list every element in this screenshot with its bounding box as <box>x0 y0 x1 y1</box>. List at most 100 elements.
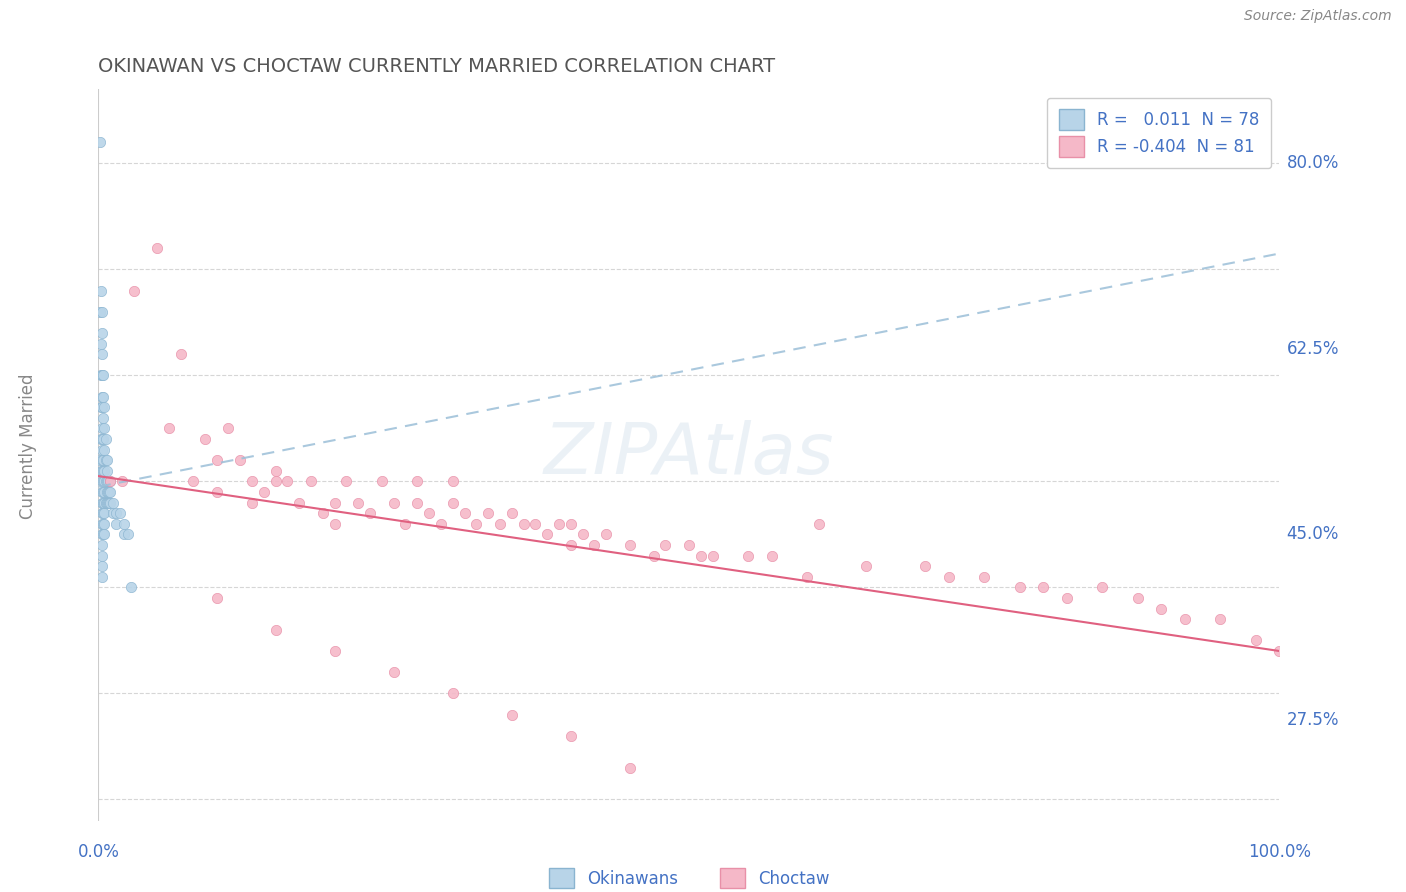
Point <box>194 432 217 446</box>
Point <box>91 485 114 500</box>
Point <box>702 549 724 563</box>
Point <box>93 516 115 531</box>
Point <box>91 516 114 531</box>
Point <box>105 516 128 531</box>
Point <box>643 549 665 563</box>
Point <box>973 570 995 584</box>
Point <box>91 527 114 541</box>
Point <box>90 284 112 298</box>
Point <box>229 453 252 467</box>
Point <box>96 495 118 509</box>
Point <box>93 442 115 457</box>
Point <box>548 516 571 531</box>
Point <box>253 485 276 500</box>
Point <box>382 665 405 680</box>
Point <box>91 453 114 467</box>
Point <box>117 527 139 541</box>
Point <box>91 453 114 467</box>
Text: 0.0%: 0.0% <box>77 843 120 861</box>
Point <box>91 495 114 509</box>
Point <box>441 475 464 489</box>
Point <box>93 421 115 435</box>
Point <box>406 475 429 489</box>
Point <box>91 368 114 383</box>
Point <box>98 485 121 500</box>
Point <box>91 549 114 563</box>
Point <box>323 644 346 658</box>
Point <box>98 495 121 509</box>
Point <box>689 549 711 563</box>
Point <box>181 475 204 489</box>
Point <box>91 538 114 552</box>
Text: ZIPAtlas: ZIPAtlas <box>544 420 834 490</box>
Point <box>441 495 464 509</box>
Point <box>501 707 523 722</box>
Point <box>98 475 121 489</box>
Point <box>121 581 143 595</box>
Point <box>560 516 582 531</box>
Point <box>323 516 346 531</box>
Point <box>146 241 169 255</box>
Point <box>359 506 381 520</box>
Point <box>97 475 120 489</box>
Point <box>112 516 135 531</box>
Point <box>914 559 936 574</box>
Point <box>96 485 118 500</box>
Point <box>91 559 114 574</box>
Point <box>94 475 117 489</box>
Point <box>90 432 112 446</box>
Point <box>1056 591 1078 605</box>
Point <box>1008 581 1031 595</box>
Point <box>91 475 114 489</box>
Legend: Okinawans, Choctaw: Okinawans, Choctaw <box>537 856 841 892</box>
Point <box>761 549 783 563</box>
Point <box>524 516 547 531</box>
Point <box>94 453 117 467</box>
Point <box>205 485 228 500</box>
Point <box>583 538 606 552</box>
Point <box>98 485 121 500</box>
Point <box>96 464 118 478</box>
Point <box>91 570 114 584</box>
Point <box>91 442 114 457</box>
Point <box>595 527 617 541</box>
Point <box>108 506 131 520</box>
Point <box>312 506 335 520</box>
Point <box>91 432 114 446</box>
Point <box>371 475 394 489</box>
Point <box>91 421 114 435</box>
Point <box>512 516 534 531</box>
Text: Currently Married: Currently Married <box>20 373 37 519</box>
Point <box>217 421 239 435</box>
Point <box>90 336 112 351</box>
Text: 100.0%: 100.0% <box>1249 843 1310 861</box>
Point <box>1150 601 1173 615</box>
Text: 27.5%: 27.5% <box>1286 711 1339 729</box>
Point <box>90 464 112 478</box>
Point <box>807 516 830 531</box>
Point <box>288 495 311 509</box>
Point <box>347 495 370 509</box>
Point <box>91 390 114 404</box>
Point <box>394 516 416 531</box>
Point <box>91 390 114 404</box>
Point <box>91 347 114 361</box>
Point <box>91 410 114 425</box>
Point <box>299 475 322 489</box>
Point <box>91 475 114 489</box>
Point <box>93 495 115 509</box>
Point <box>276 475 298 489</box>
Point <box>91 432 114 446</box>
Point <box>91 527 114 541</box>
Point <box>619 538 641 552</box>
Point <box>264 623 287 637</box>
Point <box>98 495 121 509</box>
Point <box>264 464 287 478</box>
Point <box>90 401 112 415</box>
Point <box>855 559 877 574</box>
Point <box>94 432 117 446</box>
Text: 80.0%: 80.0% <box>1286 154 1339 172</box>
Point <box>90 368 112 383</box>
Point <box>453 506 475 520</box>
Point <box>536 527 558 541</box>
